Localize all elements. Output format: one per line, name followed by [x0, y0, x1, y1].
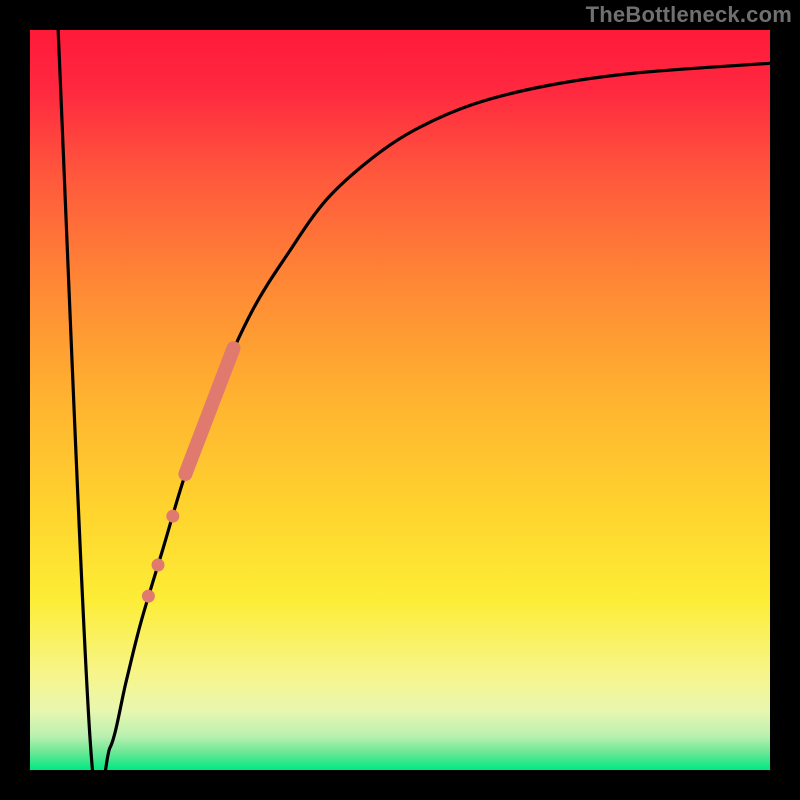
marker-dot: [142, 590, 155, 603]
gradient-background: [30, 30, 770, 770]
bottleneck-chart: [0, 0, 800, 800]
marker-dot: [152, 559, 165, 572]
chart-container: TheBottleneck.com: [0, 0, 800, 800]
watermark-text: TheBottleneck.com: [586, 2, 792, 28]
marker-dot: [166, 510, 179, 523]
